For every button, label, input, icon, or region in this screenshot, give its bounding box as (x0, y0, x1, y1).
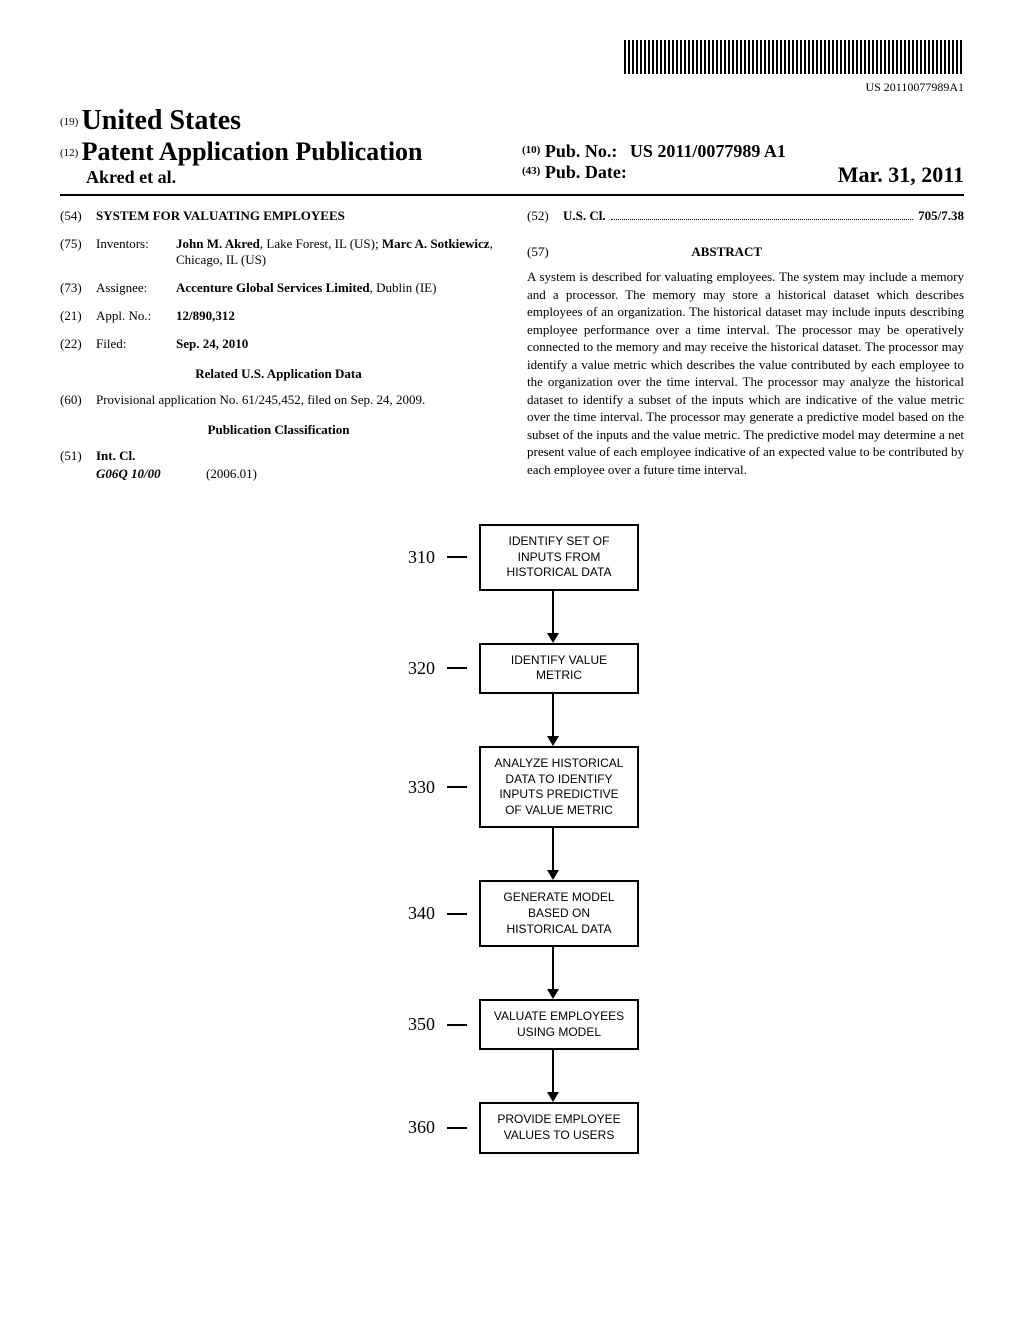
flow-node-340: 340 GENERATE MODEL BASED ON HISTORICAL D… (385, 880, 639, 947)
flow-node-350: 350 VALUATE EMPLOYEES USING MODEL (385, 999, 639, 1050)
filed-value: Sep. 24, 2010 (176, 336, 497, 352)
pub-date-label: Pub. Date: (545, 162, 627, 182)
invention-title: SYSTEM FOR VALUATING EMPLOYEES (96, 208, 345, 224)
flowchart: 310 IDENTIFY SET OF INPUTS FROM HISTORIC… (60, 524, 964, 1154)
flow-arrow (547, 1050, 559, 1102)
flow-num-360: 360 (385, 1117, 435, 1138)
intcl-code: G06Q 10/00 (96, 466, 206, 482)
code-22: (22) (60, 336, 96, 352)
flow-box-360: PROVIDE EMPLOYEE VALUES TO USERS (479, 1102, 639, 1153)
body-columns: (54) SYSTEM FOR VALUATING EMPLOYEES (75)… (60, 208, 964, 494)
flow-connector (447, 556, 467, 558)
inventors-value: John M. Akred, Lake Forest, IL (US); Mar… (176, 236, 497, 268)
assignee-loc: , Dublin (IE) (370, 280, 437, 295)
barcode-graphic (624, 40, 964, 74)
flow-num-330: 330 (385, 777, 435, 798)
flow-num-310: 310 (385, 547, 435, 568)
code-43: (43) (522, 165, 540, 177)
flow-node-310: 310 IDENTIFY SET OF INPUTS FROM HISTORIC… (385, 524, 639, 591)
applno-label: Appl. No.: (96, 308, 176, 324)
publication-type: Patent Application Publication (82, 137, 423, 166)
barcode-text: US 20110077989A1 (60, 80, 964, 95)
intcl-spacer (60, 466, 96, 482)
abstract-text: A system is described for valuating empl… (527, 268, 964, 479)
header-right: (10) Pub. No.: US 2011/0077989 A1 (43) P… (502, 141, 964, 188)
flow-arrow (547, 947, 559, 999)
pub-no: US 2011/0077989 A1 (622, 141, 786, 161)
code-52: (52) (527, 208, 563, 224)
assignee-label: Assignee: (96, 280, 176, 296)
intcl-year: (2006.01) (206, 466, 257, 482)
flow-num-350: 350 (385, 1014, 435, 1035)
flow-connector (447, 1024, 467, 1026)
inventor-1-name: John M. Akred (176, 236, 260, 251)
filed-label: Filed: (96, 336, 176, 352)
uscl-label: U.S. Cl. (563, 208, 606, 224)
flow-box-320: IDENTIFY VALUE METRIC (479, 643, 639, 694)
pub-no-label: Pub. No.: (545, 141, 618, 161)
assignee-name: Accenture Global Services Limited (176, 280, 370, 295)
code-51: (51) (60, 448, 96, 464)
flow-arrow (547, 828, 559, 880)
flow-node-320: 320 IDENTIFY VALUE METRIC (385, 643, 639, 694)
flow-box-340: GENERATE MODEL BASED ON HISTORICAL DATA (479, 880, 639, 947)
barcode-region: US 20110077989A1 (60, 40, 964, 95)
flow-node-360: 360 PROVIDE EMPLOYEE VALUES TO USERS (385, 1102, 639, 1153)
flow-arrow (547, 591, 559, 643)
code-10: (10) (522, 144, 540, 156)
flow-box-350: VALUATE EMPLOYEES USING MODEL (479, 999, 639, 1050)
pub-date: Mar. 31, 2011 (838, 162, 964, 188)
pub-classification-title: Publication Classification (60, 422, 497, 438)
flow-num-340: 340 (385, 903, 435, 924)
header-left: (19) United States (12) Patent Applicati… (60, 105, 502, 188)
code-19: (19) (60, 116, 78, 128)
flow-num-320: 320 (385, 658, 435, 679)
code-21: (21) (60, 308, 96, 324)
inventors-label: Inventors: (96, 236, 176, 268)
uscl-row: (52) U.S. Cl. 705/7.38 (527, 208, 964, 224)
inventor-1-loc: , Lake Forest, IL (US); (260, 236, 382, 251)
right-column: (52) U.S. Cl. 705/7.38 (57) ABSTRACT A s… (527, 208, 964, 494)
code-60: (60) (60, 392, 96, 408)
flow-connector (447, 913, 467, 915)
assignee-value: Accenture Global Services Limited, Dubli… (176, 280, 497, 296)
left-column: (54) SYSTEM FOR VALUATING EMPLOYEES (75)… (60, 208, 497, 494)
flow-box-310: IDENTIFY SET OF INPUTS FROM HISTORICAL D… (479, 524, 639, 591)
authors: Akred et al. (86, 167, 176, 187)
flow-connector (447, 1127, 467, 1129)
abstract-label: ABSTRACT (552, 244, 902, 260)
flow-arrow (547, 694, 559, 746)
code-57: (57) (527, 244, 549, 259)
provisional-text: Provisional application No. 61/245,452, … (96, 392, 497, 408)
intcl-label: Int. Cl. (96, 448, 135, 464)
uscl-value: 705/7.38 (918, 208, 964, 224)
flow-node-330: 330 ANALYZE HISTORICAL DATA TO IDENTIFY … (385, 746, 639, 828)
flow-connector (447, 667, 467, 669)
uscl-dots (611, 218, 914, 220)
flow-connector (447, 786, 467, 788)
header-divider (60, 194, 964, 196)
code-12: (12) (60, 147, 78, 159)
related-data-title: Related U.S. Application Data (60, 366, 497, 382)
country: United States (82, 105, 241, 136)
flow-box-330: ANALYZE HISTORICAL DATA TO IDENTIFY INPU… (479, 746, 639, 828)
applno-value: 12/890,312 (176, 308, 497, 324)
code-54: (54) (60, 208, 96, 224)
code-75: (75) (60, 236, 96, 268)
header-row: (19) United States (12) Patent Applicati… (60, 105, 964, 188)
inventor-2-name: Marc A. Sotkiewicz (382, 236, 490, 251)
code-73: (73) (60, 280, 96, 296)
